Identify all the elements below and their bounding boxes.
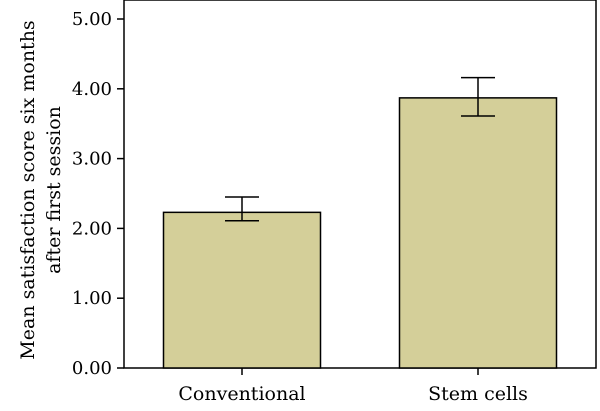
y-axis-title: Mean satisfaction score six months after… bbox=[17, 20, 65, 359]
y-axis-title-line-2: after first session bbox=[43, 106, 65, 274]
bar bbox=[398, 97, 558, 369]
plot-frame bbox=[123, 0, 597, 369]
y-tick-label: 3.00 bbox=[72, 149, 112, 170]
y-tick-label: 5.00 bbox=[72, 9, 112, 30]
y-tick-label: 4.00 bbox=[72, 79, 112, 100]
y-axis: 0.00 1.00 2.00 3.00 4.00 5.00 bbox=[72, 9, 124, 379]
bars-group bbox=[162, 97, 558, 369]
y-tick-label: 2.00 bbox=[72, 218, 112, 239]
x-category-label: Conventional bbox=[178, 383, 305, 405]
bar bbox=[162, 211, 322, 369]
x-axis: Conventional Stem cells bbox=[178, 368, 528, 405]
y-tick-label: 0.00 bbox=[72, 358, 112, 379]
y-tick-label: 1.00 bbox=[72, 288, 112, 309]
y-axis-title-line-1: Mean satisfaction score six months bbox=[17, 20, 39, 359]
error-bars-group bbox=[225, 76, 495, 222]
x-category-label: Stem cells bbox=[428, 383, 528, 405]
